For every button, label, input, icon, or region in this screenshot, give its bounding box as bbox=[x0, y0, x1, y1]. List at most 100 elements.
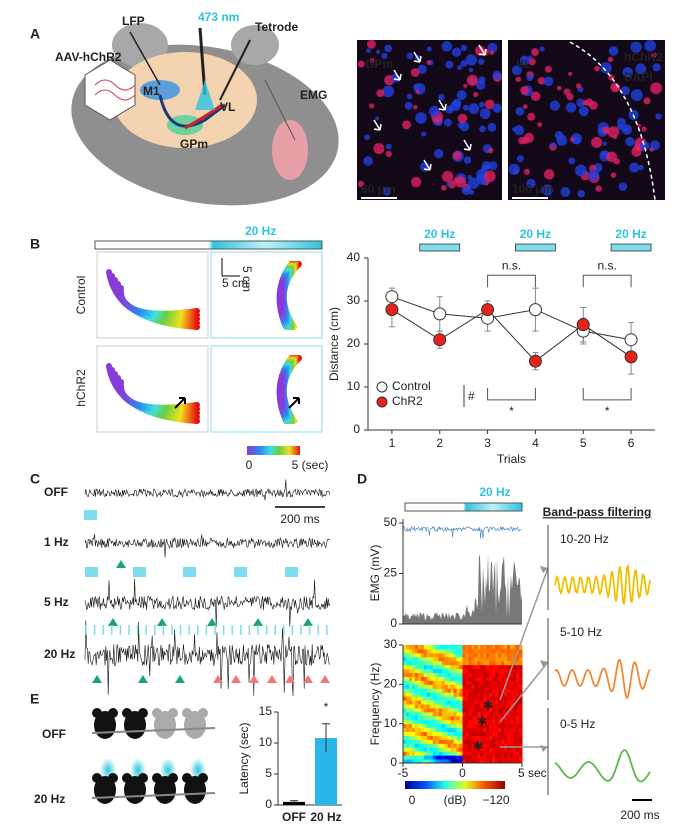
spectrogram-cell bbox=[480, 672, 484, 677]
mouse-ear bbox=[138, 708, 148, 718]
spectrogram-cell bbox=[510, 652, 514, 658]
spectrogram-cell bbox=[492, 688, 496, 693]
spectrogram-cell bbox=[408, 727, 413, 733]
spectrogram-cell bbox=[444, 711, 449, 717]
spectrogram-cell bbox=[483, 692, 487, 697]
cell bbox=[527, 112, 536, 121]
mouse-ear bbox=[112, 23, 168, 67]
image-region: VL bbox=[516, 57, 531, 71]
spectrogram-cell bbox=[492, 672, 496, 677]
cell bbox=[539, 46, 545, 52]
spectrogram-cell bbox=[519, 704, 523, 709]
spectrogram-cell bbox=[486, 739, 490, 744]
stim-label: 20 Hz bbox=[424, 227, 455, 241]
spectrogram-cell bbox=[462, 700, 466, 705]
bracket bbox=[582, 274, 632, 288]
spectrogram-cell bbox=[468, 684, 472, 689]
spectrogram-cell bbox=[444, 696, 449, 701]
error-bar bbox=[322, 723, 330, 753]
cell bbox=[622, 66, 633, 78]
spectrogram-cell bbox=[429, 739, 434, 744]
spectrogram-cell bbox=[414, 707, 419, 713]
scale-label: 60 μm bbox=[361, 182, 396, 196]
spectrogram-cell bbox=[405, 715, 410, 721]
spectrogram-cell bbox=[489, 759, 493, 764]
spectrogram-cell bbox=[444, 684, 449, 689]
spectrogram-cell bbox=[519, 700, 523, 705]
spectrogram-cell bbox=[510, 700, 514, 705]
spectrogram-cell bbox=[510, 755, 514, 760]
response-marker bbox=[249, 675, 259, 683]
spectrogram-cell bbox=[405, 688, 410, 693]
spectrogram-cell bbox=[447, 660, 452, 666]
spectrogram-cell bbox=[471, 739, 475, 744]
spectrogram-cell bbox=[474, 696, 478, 701]
x-tick-label: 20 Hz bbox=[310, 810, 341, 824]
spectrogram-cell bbox=[423, 696, 428, 701]
tetrode bbox=[219, 39, 251, 101]
spectrogram-cell bbox=[438, 707, 443, 713]
spectrogram-cell bbox=[495, 676, 499, 681]
spectrogram-cell bbox=[468, 707, 472, 713]
spectrogram-cell bbox=[414, 739, 419, 744]
spectrogram-cell bbox=[492, 676, 496, 681]
spectrogram-cell bbox=[510, 696, 514, 701]
spectrogram-cell bbox=[489, 652, 493, 658]
spectrogram-cell bbox=[414, 648, 419, 654]
y-tick-label: 5 bbox=[265, 766, 272, 780]
spectrogram-cell bbox=[495, 668, 499, 674]
spectrogram-cell bbox=[423, 656, 428, 662]
spectrogram-cell bbox=[486, 652, 490, 658]
spectrogram-cell bbox=[456, 755, 461, 760]
spectrogram-cell bbox=[403, 723, 407, 729]
cell bbox=[575, 83, 582, 89]
spectrogram-cell bbox=[465, 743, 469, 748]
spectrogram-cell bbox=[403, 672, 407, 677]
spectrogram-cell bbox=[420, 755, 425, 760]
band-label: 5-10 Hz bbox=[560, 625, 602, 639]
spectrogram-cell bbox=[432, 755, 437, 760]
spectrogram-cell bbox=[444, 692, 449, 697]
spectrogram-cell bbox=[403, 696, 407, 701]
colorbar-label: 0 bbox=[409, 793, 416, 807]
spectrogram-cell bbox=[411, 719, 416, 725]
cell bbox=[451, 47, 462, 57]
spectrogram-cell bbox=[468, 739, 472, 744]
cell bbox=[463, 156, 472, 164]
spectrogram-cell bbox=[426, 715, 431, 721]
spectrogram-cell bbox=[417, 735, 422, 740]
spectrogram-cell bbox=[480, 751, 484, 756]
spectrogram-cell bbox=[495, 684, 499, 689]
spectrogram-cell bbox=[483, 751, 487, 756]
cell bbox=[382, 85, 395, 98]
cell bbox=[460, 60, 468, 67]
spectrogram-cell bbox=[411, 727, 416, 733]
spectrogram-cell bbox=[492, 696, 496, 701]
spectrogram-cell bbox=[474, 719, 478, 725]
spectrogram-cell bbox=[429, 676, 434, 681]
band-label: 0-5 Hz bbox=[560, 717, 595, 731]
spectrogram-cell bbox=[438, 656, 443, 662]
cell bbox=[522, 57, 527, 62]
spectrogram-cell bbox=[480, 676, 484, 681]
spectrogram-cell bbox=[495, 707, 499, 713]
spectrogram-cell bbox=[516, 704, 520, 709]
diagram-label: AAV-hChR2 bbox=[55, 50, 122, 64]
spectrogram-cell bbox=[477, 672, 481, 677]
spectrogram-cell bbox=[516, 727, 520, 733]
spectrogram-cell bbox=[507, 735, 511, 740]
spectrogram-cell bbox=[507, 648, 511, 654]
spectrogram-cell bbox=[450, 727, 455, 733]
spectrogram-cell bbox=[516, 684, 520, 689]
spectrogram-cell bbox=[498, 743, 502, 748]
spectrogram-cell bbox=[429, 743, 434, 748]
spectrogram-cell bbox=[441, 684, 446, 689]
spectrogram-cell bbox=[429, 692, 434, 697]
spectrogram-cell bbox=[423, 751, 428, 756]
spectrogram-cell bbox=[444, 672, 449, 677]
spectrogram-cell bbox=[459, 759, 463, 764]
spectrogram-cell bbox=[432, 719, 437, 725]
spectrogram-cell bbox=[423, 680, 428, 685]
spectrogram-cell bbox=[447, 645, 452, 650]
cell bbox=[574, 164, 587, 177]
